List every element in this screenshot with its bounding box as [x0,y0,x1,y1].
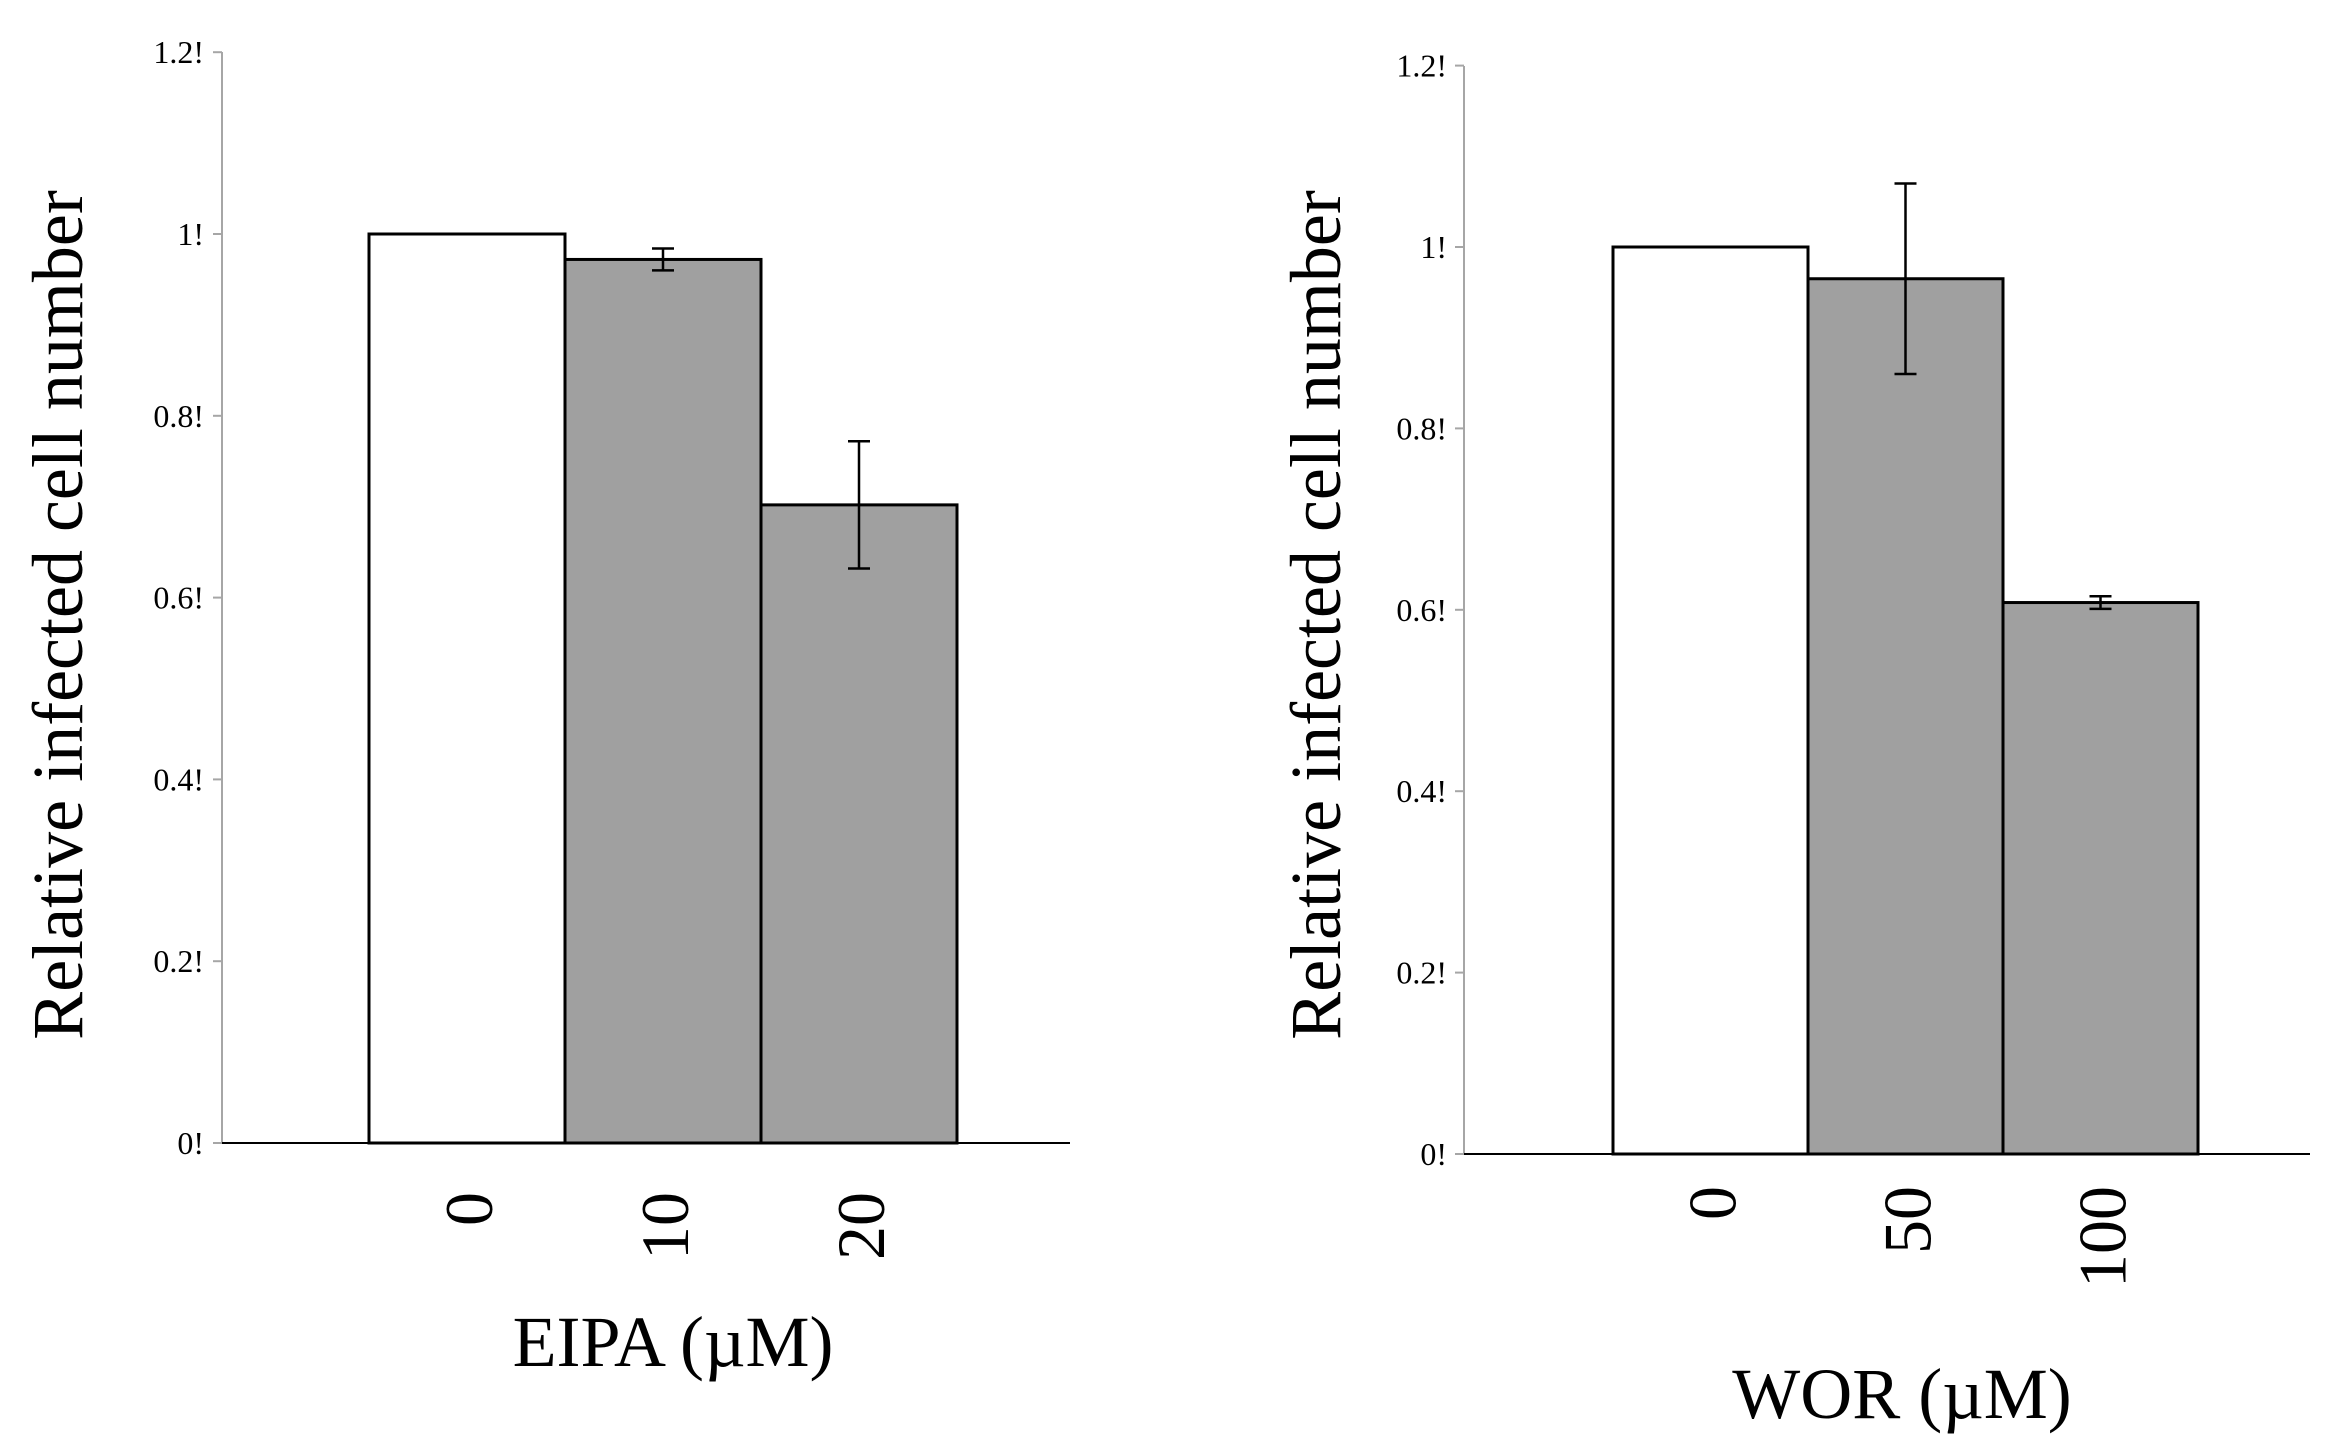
y-tick-label: 0.6! [1396,592,1447,628]
y-tick-label: 0.8! [1396,410,1447,446]
error-bar [2089,594,2112,611]
error-bar [848,440,870,570]
bar [563,257,763,1145]
y-axis-title: Relative infected cell number [18,190,98,1040]
bar [367,232,567,1145]
x-category-label: 0 [431,1192,507,1226]
y-tick-label: 0! [177,1125,204,1161]
chart-wor: 0! 0.2! 0.4! 0.6! 0.8! 1! 1.2! 0 50 100 WOR (µM) Re… [1276,48,2310,1434]
bar [759,503,959,1145]
x-axis-title: WOR (µM) [1732,1354,2071,1434]
bar [1611,245,1810,1156]
chart-eipa: 0! 0.2! 0.4! 0.6! 0.8! 1! 1.2! 0 10 20 EIPA (µM) Re… [18,34,1070,1382]
y-tick-label: 0.6! [153,580,204,616]
y-tick-label: 1.2! [1396,48,1447,84]
x-category-label: 10 [627,1192,703,1260]
bar [2001,601,2200,1156]
y-tick-label: 1.2! [153,34,204,70]
x-category-label: 0 [1675,1186,1751,1220]
y-tick-label: 0.2! [1396,955,1447,991]
x-category-label: 20 [823,1192,899,1260]
error-bar [652,247,674,272]
y-tick-label: 0.4! [153,761,204,797]
x-axis-title: EIPA (µM) [513,1302,834,1382]
y-tick-label: 1! [1420,229,1447,265]
y-tick-label: 0.4! [1396,773,1447,809]
x-category-label: 50 [1870,1186,1946,1254]
y-tick-label: 0! [1420,1136,1447,1172]
x-category-label: 100 [2065,1186,2141,1288]
y-axis-title: Relative infected cell number [1276,190,1356,1040]
y-tick-label: 1! [177,216,204,252]
error-bar [1894,182,1917,376]
bar [1806,277,2005,1156]
y-tick-label: 0.8! [153,398,204,434]
y-tick-label: 0.2! [153,943,204,979]
